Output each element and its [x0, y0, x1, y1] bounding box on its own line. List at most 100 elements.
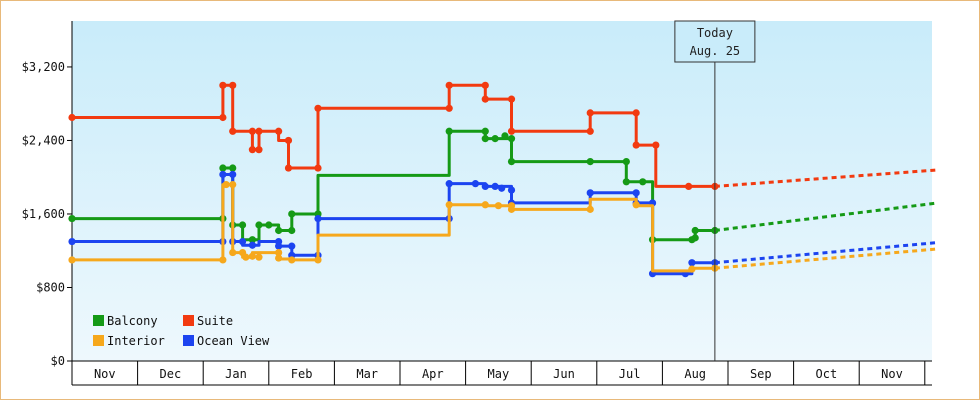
today-marker: Today Aug. 25	[674, 20, 756, 361]
data-point-interior	[688, 265, 696, 273]
legend-swatch-interior	[93, 335, 104, 346]
x-tick-label: Sep	[750, 367, 772, 381]
data-point-suite	[219, 113, 227, 122]
data-point-suite	[284, 164, 293, 172]
data-point-balcony	[491, 135, 499, 143]
data-point-suite	[685, 182, 693, 191]
y-tick-label: $0	[51, 354, 65, 368]
data-point-interior	[275, 248, 283, 257]
data-point-interior	[275, 254, 283, 262]
y-tick-label: $1,600	[22, 207, 65, 221]
data-point-interior	[68, 256, 76, 264]
data-point-balcony	[219, 164, 227, 172]
data-point-balcony	[288, 210, 296, 218]
x-tick-label: Oct	[816, 367, 838, 381]
y-tick-label: $2,400	[22, 133, 65, 147]
data-point-suite	[314, 164, 322, 172]
data-point-ocean-view	[229, 170, 237, 179]
legend-swatch-balcony	[93, 315, 104, 326]
data-point-ocean-view	[238, 237, 247, 246]
data-point-suite	[255, 127, 263, 135]
data-point-balcony	[691, 226, 699, 235]
data-point-balcony	[586, 157, 594, 166]
forecast-line-suite	[714, 168, 939, 188]
data-point-balcony	[275, 226, 283, 235]
data-point-balcony	[691, 234, 699, 242]
data-point-suite	[632, 141, 640, 149]
data-point-suite	[481, 95, 489, 103]
data-point-ocean-view	[498, 184, 506, 192]
data-point-suite	[314, 104, 322, 112]
x-tick-label: Apr	[422, 367, 444, 381]
data-point-interior	[222, 180, 230, 189]
data-point-balcony	[639, 178, 647, 186]
data-point-balcony	[248, 236, 256, 244]
series-lines	[68, 81, 719, 278]
legend-label-ocean-view: Ocean View	[197, 334, 270, 348]
data-point-balcony	[255, 221, 263, 229]
data-point-interior	[242, 253, 250, 261]
legend-swatch-ocean-view	[183, 335, 194, 346]
x-tick-label: Jul	[619, 367, 641, 381]
series-line-suite	[72, 83, 715, 188]
data-point-balcony	[507, 157, 516, 166]
data-point-suite	[445, 104, 453, 112]
data-point-ocean-view	[491, 182, 499, 191]
forecast-lines	[714, 168, 939, 270]
data-point-interior	[314, 256, 322, 264]
data-point-ocean-view	[586, 189, 594, 197]
x-tick-label: Jun	[553, 367, 575, 381]
data-point-ocean-view	[314, 214, 322, 223]
x-tick-label: Aug	[684, 367, 706, 381]
x-tick-label: Jan	[225, 367, 247, 381]
x-tick-label: May	[488, 367, 510, 381]
legend-swatch-suite	[183, 315, 194, 326]
data-point-suite	[481, 81, 489, 89]
data-point-ocean-view	[632, 189, 640, 197]
data-point-interior	[481, 201, 489, 209]
y-tick-label: $800	[36, 280, 65, 294]
data-point-suite	[255, 146, 263, 154]
data-point-suite	[632, 109, 640, 117]
forecast-line-ocean-view	[714, 241, 939, 265]
data-point-interior	[229, 248, 237, 257]
data-point-balcony	[501, 132, 509, 140]
axes: $0 $800 $1,600 $2,400 $3,200 Nov Dec Jan Feb Mar A…	[22, 21, 932, 386]
data-point-ocean-view	[219, 170, 227, 179]
data-point-ocean-view	[288, 242, 296, 250]
data-point-suite	[586, 109, 594, 117]
data-point-ocean-view	[275, 242, 283, 250]
data-point-balcony	[265, 221, 273, 229]
data-point-suite	[229, 127, 237, 135]
forecast-line-balcony	[714, 201, 939, 232]
data-point-interior	[248, 252, 256, 260]
data-point-suite	[507, 95, 516, 103]
data-point-ocean-view	[248, 241, 256, 249]
today-label: Today	[697, 26, 733, 40]
today-date-label: Aug. 25	[690, 44, 741, 58]
data-point-balcony	[481, 135, 489, 143]
data-point-suite	[284, 136, 293, 145]
data-point-balcony	[229, 164, 237, 172]
data-point-interior	[632, 201, 640, 209]
data-point-ocean-view	[68, 237, 76, 246]
data-point-interior	[507, 205, 516, 213]
data-point-suite	[652, 141, 660, 149]
data-point-suite	[586, 127, 594, 135]
data-point-suite	[248, 146, 256, 154]
data-point-balcony	[288, 226, 296, 235]
x-tick-label: Dec	[160, 367, 182, 381]
legend-label-suite: Suite	[197, 314, 233, 328]
legend-label-balcony: Balcony	[107, 314, 158, 328]
data-point-suite	[248, 127, 256, 135]
x-tick-label: Nov	[94, 367, 116, 381]
data-point-ocean-view	[507, 186, 516, 194]
data-point-suite	[68, 113, 76, 122]
data-point-interior	[445, 201, 453, 209]
data-point-interior	[219, 256, 227, 264]
data-point-interior	[494, 202, 502, 210]
x-tick-label: Mar	[356, 367, 378, 381]
data-point-ocean-view	[471, 180, 480, 188]
